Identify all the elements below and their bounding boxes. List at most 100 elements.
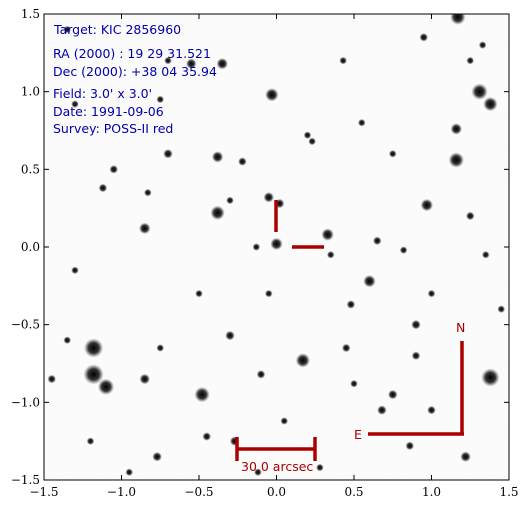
info-target: Target: KIC 2856960 (53, 22, 181, 37)
star-61 (125, 468, 134, 477)
star-71 (144, 188, 152, 197)
info-ra: RA (2000) : 19 29 31.521 (53, 46, 211, 61)
star-35 (405, 441, 415, 451)
info-dec: Dec (2000): +38 04 35.94 (53, 64, 217, 79)
star-17 (481, 368, 500, 387)
x-tick-label-2: −0.5 (184, 485, 213, 499)
star-14 (97, 378, 115, 395)
star-34 (377, 405, 387, 415)
star-62 (388, 149, 397, 158)
star-58 (63, 336, 72, 345)
star-48 (164, 56, 172, 65)
y-tick-label-3: 0.0 (21, 240, 40, 254)
star-10 (450, 123, 463, 135)
star-15 (194, 386, 210, 403)
y-tick-label-2: 0.5 (21, 162, 40, 176)
star-22 (263, 192, 275, 203)
star-60 (86, 437, 95, 446)
star-51 (478, 41, 487, 49)
star-4 (210, 205, 225, 221)
star-29 (372, 236, 382, 246)
x-tick-label-0: −1.5 (29, 485, 58, 499)
star-41 (341, 343, 351, 353)
compass-north-label: N (456, 320, 465, 335)
star-7 (471, 83, 488, 100)
star-20 (185, 58, 197, 69)
star-63 (357, 118, 366, 127)
star-68 (264, 289, 273, 298)
star-49 (339, 56, 347, 65)
star-8 (483, 96, 498, 112)
star-50 (419, 32, 429, 42)
star-2 (270, 237, 283, 251)
star-57 (254, 468, 262, 477)
compass-east-label: E (354, 427, 362, 442)
star-21 (211, 151, 224, 163)
x-tick-label-6: 1.5 (499, 485, 518, 499)
star-23 (139, 373, 151, 385)
x-tick-label-4: 0.5 (344, 485, 363, 499)
star-64 (303, 131, 312, 139)
star-30 (411, 319, 421, 330)
star-36 (460, 451, 471, 462)
star-37 (152, 451, 162, 462)
star-24 (225, 330, 235, 341)
star-25 (238, 157, 247, 166)
star-6 (265, 88, 279, 102)
y-tick-label-0: 1.5 (21, 7, 40, 21)
star-18 (363, 274, 376, 288)
x-tick-label-5: 1.0 (422, 485, 441, 499)
star-69 (350, 379, 358, 388)
star-70 (156, 344, 165, 352)
axis-tick-labels: −1.5 −1.0 −0.5 0.0 0.5 1.0 1.5 1.5 1.0 0.5 0.0 −0.5… (11, 7, 519, 499)
star-16 (295, 353, 311, 368)
scale-bar-label: 30.0 arcsec (241, 459, 313, 474)
star-53 (481, 250, 490, 259)
star-3 (321, 228, 334, 241)
star-32 (411, 351, 421, 361)
star-11 (420, 198, 434, 212)
star-40 (256, 370, 266, 379)
star-field (47, 14, 506, 477)
star-33 (387, 389, 398, 400)
y-tick-label-5: −1.0 (11, 395, 40, 409)
star-5 (216, 57, 229, 70)
star-52 (465, 211, 475, 221)
star-27 (109, 165, 119, 174)
y-tick-label-4: −0.5 (11, 318, 40, 332)
star-65 (226, 196, 234, 205)
star-13 (83, 364, 104, 385)
star-38 (202, 432, 212, 441)
y-tick-label-6: −1.5 (11, 473, 40, 487)
star-75 (308, 137, 316, 146)
star-74 (466, 56, 475, 65)
star-0 (450, 14, 466, 25)
star-46 (71, 100, 79, 108)
star-44 (195, 289, 203, 298)
star-19 (138, 222, 151, 235)
star-26 (163, 149, 173, 159)
star-73 (63, 25, 72, 34)
star-28 (98, 183, 108, 193)
plot-frame (43, 13, 510, 481)
star-43 (427, 405, 436, 415)
star-59 (47, 374, 57, 384)
star-12 (84, 338, 104, 358)
star-31 (346, 300, 356, 309)
x-tick-label-3: 0.0 (267, 485, 286, 499)
star-66 (326, 250, 335, 259)
star-56 (316, 463, 324, 472)
star-54 (427, 289, 436, 298)
star-55 (497, 305, 506, 313)
info-date: Date: 1991-09-06 (53, 104, 164, 119)
star-9 (448, 152, 464, 168)
star-42 (280, 417, 289, 425)
star-45 (252, 243, 261, 251)
x-tick-label-1: −1.0 (107, 485, 136, 499)
info-field: Field: 3.0' x 3.0' (53, 86, 152, 101)
star-47 (156, 95, 165, 104)
star-67 (399, 246, 408, 254)
y-tick-label-1: 1.0 (21, 85, 40, 99)
info-survey: Survey: POSS-II red (53, 121, 173, 136)
